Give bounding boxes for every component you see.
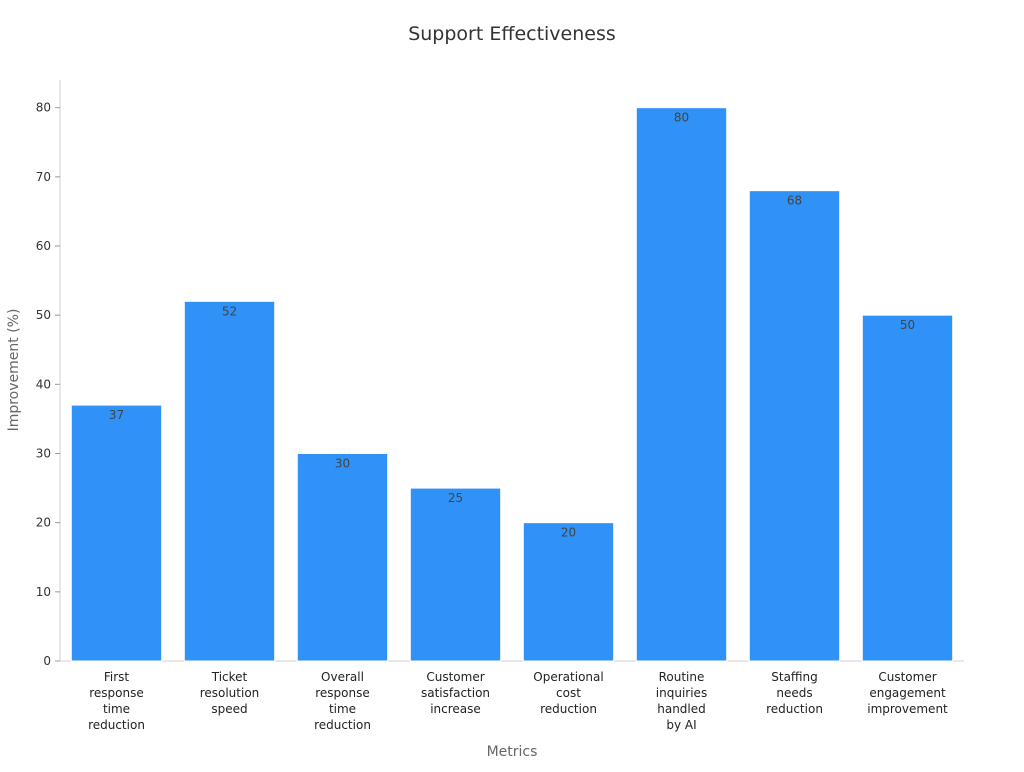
bar: [409, 487, 502, 662]
data-label: 30: [335, 457, 350, 471]
y-tick-label: 70: [36, 170, 51, 184]
bars-group: [70, 107, 954, 662]
data-label: 50: [900, 318, 915, 332]
bar: [70, 404, 163, 662]
bar: [522, 522, 615, 662]
data-label: 68: [787, 194, 802, 208]
y-tick-label: 60: [36, 239, 51, 253]
x-tick-label: Operational cost reduction: [533, 670, 603, 716]
data-label: 20: [561, 526, 576, 540]
y-axis-label: Improvement (%): [6, 309, 22, 432]
bar: [861, 314, 954, 662]
chart-title: Support Effectiveness: [408, 23, 616, 45]
x-tick-label: Overall response time reduction: [314, 670, 371, 732]
y-tick-label: 50: [36, 308, 51, 322]
bar: [635, 107, 728, 662]
data-label: 25: [448, 491, 463, 505]
x-tick-label: Routine inquiries handled by AI: [656, 670, 707, 732]
bar: [296, 453, 389, 662]
bar: [183, 300, 276, 662]
y-tick-label: 0: [43, 654, 51, 668]
x-axis-ticks: First response time reduction Ticket resoluti…: [88, 670, 948, 732]
data-label: 80: [674, 111, 689, 125]
y-tick-label: 40: [36, 377, 51, 391]
x-tick-label: Customer satisfaction increase: [421, 670, 490, 716]
data-label: 37: [109, 408, 124, 422]
x-tick-label: Ticket resolution speed: [200, 670, 260, 716]
bar: [748, 190, 841, 662]
x-tick-label: Customer engagement improvement: [867, 670, 948, 716]
y-axis-ticks: 0 10 20 30 40 50 60 70 80: [36, 101, 60, 668]
y-tick-label: 80: [36, 101, 51, 115]
x-tick-label: Staffing needs reduction: [766, 670, 823, 716]
data-label: 52: [222, 304, 237, 318]
y-tick-label: 20: [36, 516, 51, 530]
data-labels-group: 37 52 30 25 20 80 68 50: [109, 111, 915, 540]
x-tick-label: First response time reduction: [88, 670, 145, 732]
y-tick-label: 30: [36, 447, 51, 461]
x-axis-label: Metrics: [487, 744, 538, 760]
y-tick-label: 10: [36, 585, 51, 599]
